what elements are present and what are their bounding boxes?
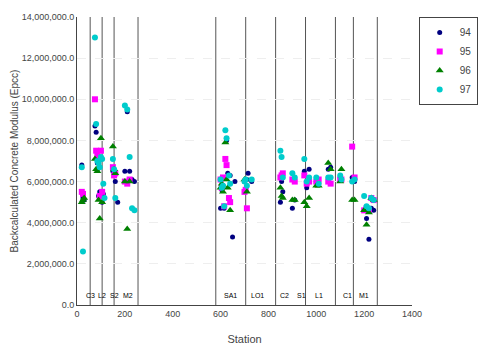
svg-text:M2: M2 xyxy=(123,292,133,299)
svg-text:LO1: LO1 xyxy=(251,292,264,299)
svg-text:10,000,000.0: 10,000,000.0 xyxy=(22,94,75,104)
svg-text:Station: Station xyxy=(227,333,261,345)
svg-text:Backcalculated Concrete Modulu: Backcalculated Concrete Modulus (Epcc) xyxy=(9,70,20,253)
svg-text:L1: L1 xyxy=(315,292,323,299)
svg-text:2,000,000.0: 2,000,000.0 xyxy=(27,259,75,269)
svg-text:1200: 1200 xyxy=(354,309,374,319)
svg-text:C1: C1 xyxy=(343,292,352,299)
svg-text:L2: L2 xyxy=(98,292,106,299)
svg-text:C3: C3 xyxy=(86,292,95,299)
svg-text:M1: M1 xyxy=(359,292,369,299)
svg-text:200: 200 xyxy=(117,309,132,319)
svg-text:4,000,000.0: 4,000,000.0 xyxy=(27,218,75,228)
svg-text:400: 400 xyxy=(165,309,180,319)
svg-text:6,000,000.0: 6,000,000.0 xyxy=(27,177,75,187)
svg-text:600: 600 xyxy=(213,309,228,319)
svg-text:94: 94 xyxy=(460,27,472,38)
svg-text:SA1: SA1 xyxy=(224,292,237,299)
svg-text:1400: 1400 xyxy=(402,309,422,319)
svg-text:0.0: 0.0 xyxy=(62,300,75,310)
svg-text:800: 800 xyxy=(261,309,276,319)
svg-text:8,000,000.0: 8,000,000.0 xyxy=(27,136,75,146)
svg-text:96: 96 xyxy=(460,65,472,76)
svg-text:95: 95 xyxy=(460,46,472,57)
svg-text:14,000,000.0: 14,000,000.0 xyxy=(22,12,75,22)
svg-text:S2: S2 xyxy=(110,292,119,299)
svg-text:S1: S1 xyxy=(297,292,306,299)
svg-text:12,000,000.0: 12,000,000.0 xyxy=(22,53,75,63)
svg-text:1000: 1000 xyxy=(306,309,326,319)
svg-text:0: 0 xyxy=(74,309,79,319)
svg-text:97: 97 xyxy=(460,84,472,95)
svg-text:C2: C2 xyxy=(280,292,289,299)
